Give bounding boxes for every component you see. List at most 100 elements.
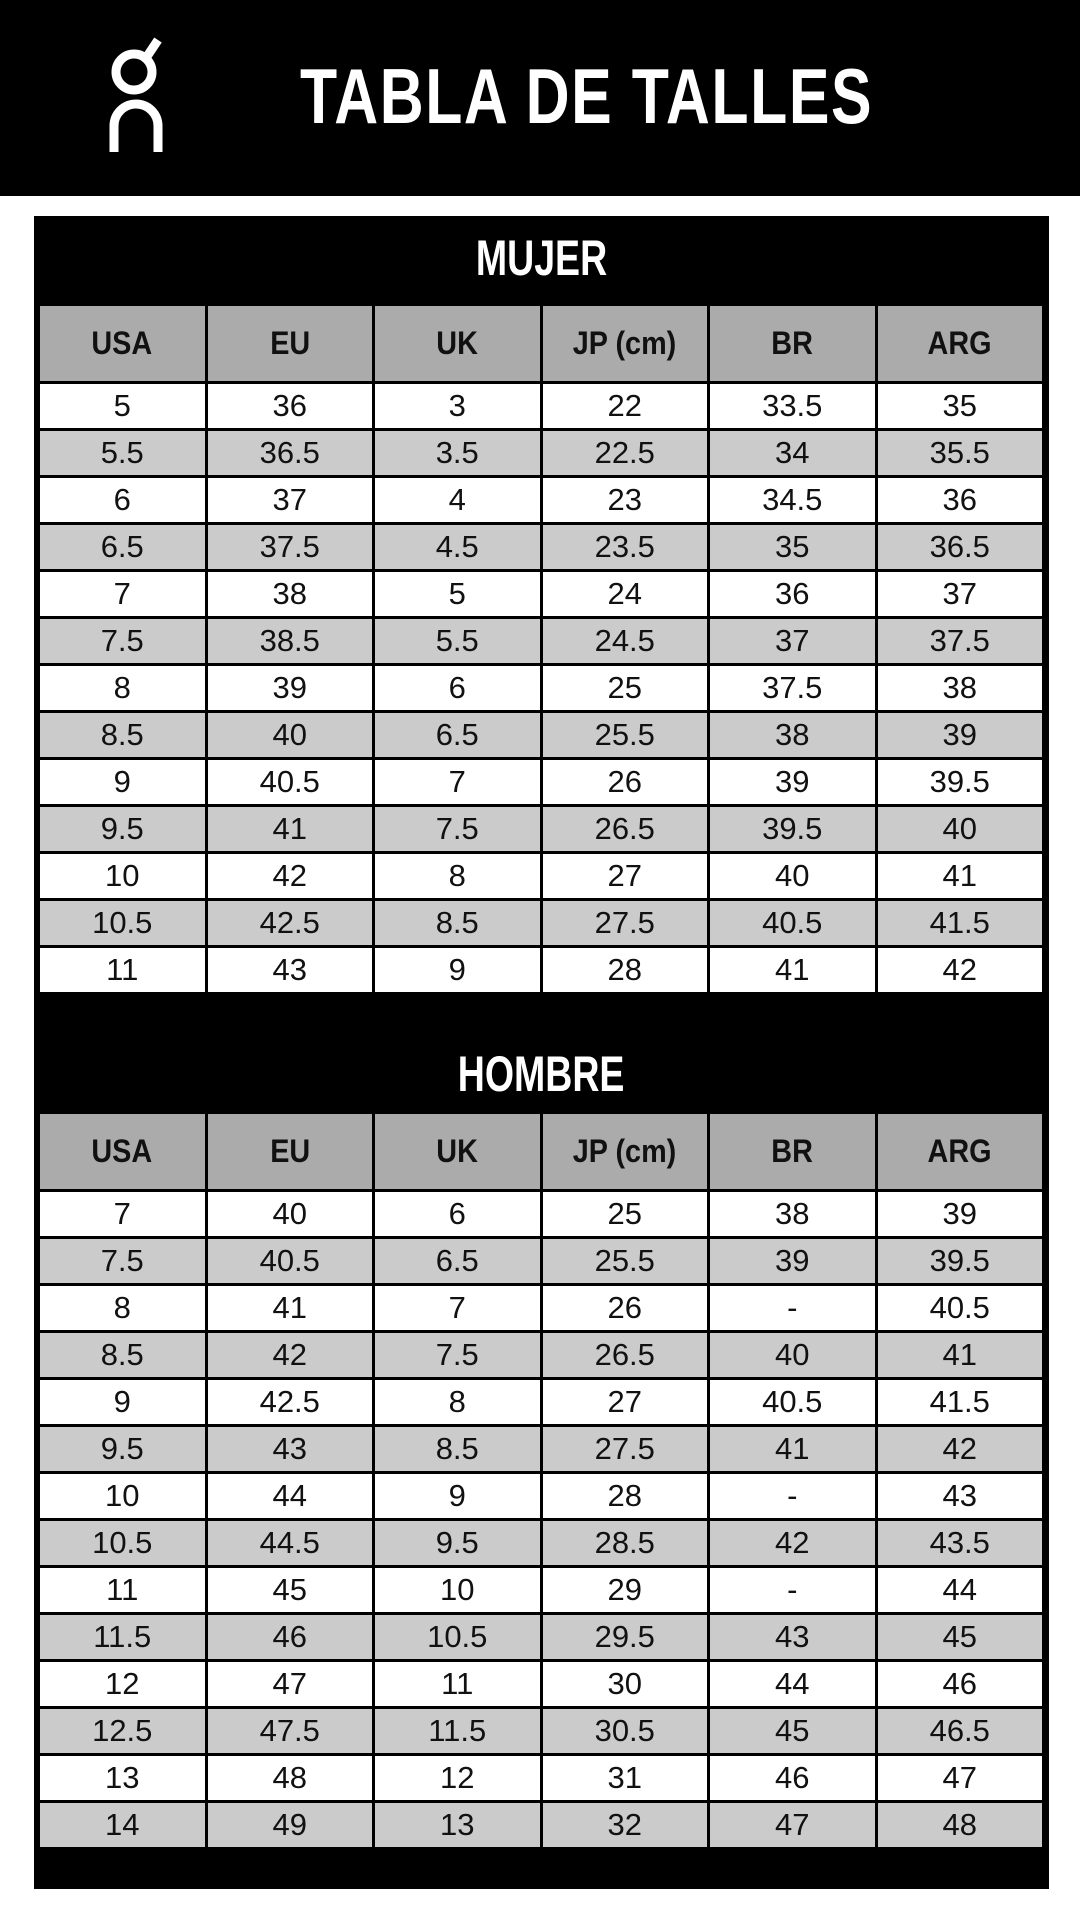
size-cell: 8.5 <box>372 898 543 948</box>
column-header: EU <box>204 303 375 384</box>
size-cell: 42 <box>874 1424 1045 1474</box>
size-cell: 32 <box>539 1800 710 1850</box>
size-cell: 43 <box>874 1471 1045 1521</box>
table-row: 11.5 46 10.5 29.5 43 45 <box>37 1612 1045 1662</box>
size-cell: 41 <box>707 1424 878 1474</box>
size-cell: 27 <box>539 1377 710 1427</box>
size-cell: - <box>707 1471 878 1521</box>
size-cell: 41 <box>204 804 375 854</box>
column-header: JP (cm) <box>539 1111 710 1192</box>
size-cell: 48 <box>874 1800 1045 1850</box>
size-cell: 5 <box>372 569 543 619</box>
size-cell: 31 <box>539 1753 710 1803</box>
size-cell: 42 <box>707 1518 878 1568</box>
size-cell: 7 <box>372 757 543 807</box>
size-cell: 34.5 <box>707 475 878 525</box>
size-cell: 47 <box>204 1659 375 1709</box>
size-cell: 9 <box>372 1471 543 1521</box>
size-cell: 44 <box>204 1471 375 1521</box>
size-cell: 35 <box>874 381 1045 431</box>
size-cell: 12.5 <box>37 1706 208 1756</box>
column-header: ARG <box>874 303 1045 384</box>
size-cell: 43 <box>204 1424 375 1474</box>
size-cell: 37 <box>874 569 1045 619</box>
size-cell: 37.5 <box>204 522 375 572</box>
size-cell: - <box>707 1565 878 1615</box>
size-cell: 13 <box>37 1753 208 1803</box>
size-cell: 44 <box>874 1565 1045 1615</box>
size-cell: 39.5 <box>707 804 878 854</box>
section-title-mujer: MUJER <box>34 216 1049 300</box>
table-row: 13 48 12 31 46 47 <box>37 1753 1045 1803</box>
size-cell: 41 <box>204 1283 375 1333</box>
size-cell: 7 <box>37 569 208 619</box>
size-cell: 39 <box>874 710 1045 760</box>
size-cell: 11 <box>37 945 208 995</box>
table-hombre: USA EU UK JP (cm) BR ARG 7 40 6 25 38 39 7.5 40.5 6.5 2… <box>37 1111 1045 1850</box>
size-cell: 38.5 <box>204 616 375 666</box>
size-cell: 6 <box>37 475 208 525</box>
size-cell: 9 <box>37 1377 208 1427</box>
table-row: 7.5 40.5 6.5 25.5 39 39.5 <box>37 1236 1045 1286</box>
size-cell: 7 <box>37 1189 208 1239</box>
size-cell: 7.5 <box>37 616 208 666</box>
size-cell: 39 <box>707 757 878 807</box>
size-cell: 25.5 <box>539 710 710 760</box>
column-header-label: ARG <box>927 1133 992 1169</box>
size-cell: 43 <box>204 945 375 995</box>
table-row: 10 44 9 28-43 <box>37 1471 1045 1521</box>
column-header-label: EU <box>269 1133 310 1169</box>
size-cell: 40.5 <box>204 1236 375 1286</box>
size-cell: 40 <box>707 851 878 901</box>
size-cell: 33.5 <box>707 381 878 431</box>
table-row: 11 43 9 28 41 42 <box>37 945 1045 995</box>
column-header: ARG <box>874 1111 1045 1192</box>
size-cell: 12 <box>37 1659 208 1709</box>
table-row: 6.5 37.5 4.5 23.5 35 36.5 <box>37 522 1045 572</box>
size-cell: 10 <box>372 1565 543 1615</box>
size-cell: 7.5 <box>372 804 543 854</box>
size-cell: 40 <box>204 1189 375 1239</box>
size-cell: 39 <box>874 1189 1045 1239</box>
size-cell: 9 <box>372 945 543 995</box>
size-cell: 39 <box>204 663 375 713</box>
size-cell: 5.5 <box>372 616 543 666</box>
size-cell: 36 <box>874 475 1045 525</box>
size-cell: 27.5 <box>539 898 710 948</box>
size-cell: 30.5 <box>539 1706 710 1756</box>
size-cell: 30 <box>539 1659 710 1709</box>
size-cell: 6.5 <box>372 710 543 760</box>
size-cell: 45 <box>204 1565 375 1615</box>
size-cell: 39.5 <box>874 1236 1045 1286</box>
column-header-label: UK <box>436 325 479 361</box>
size-cell: 45 <box>707 1706 878 1756</box>
size-cell: 26 <box>539 757 710 807</box>
size-cell: 9.5 <box>372 1518 543 1568</box>
table-mujer: USA EU UK JP (cm) BR ARG 5 36 3 22 33.5 35 5.5 36.5 3.… <box>37 303 1045 995</box>
size-cell: 28.5 <box>539 1518 710 1568</box>
table-row: 8.5 40 6.5 25.5 38 39 <box>37 710 1045 760</box>
table-row: 7.5 38.5 5.5 24.5 37 37.5 <box>37 616 1045 666</box>
column-header-label: UK <box>436 1133 479 1169</box>
size-cell: 8.5 <box>37 1330 208 1380</box>
size-cell: 43 <box>707 1612 878 1662</box>
table-row: 9 40.5 7 26 39 39.5 <box>37 757 1045 807</box>
size-cell: 11 <box>372 1659 543 1709</box>
size-cell: 44.5 <box>204 1518 375 1568</box>
size-cell: 36 <box>204 381 375 431</box>
column-header-label: BR <box>771 325 814 361</box>
size-cell: 9.5 <box>37 1424 208 1474</box>
table-row: 10 42 8 27 40 41 <box>37 851 1045 901</box>
size-cell: 23.5 <box>539 522 710 572</box>
size-cell: 8 <box>37 1283 208 1333</box>
size-cell: 27 <box>539 851 710 901</box>
size-cell: 10.5 <box>37 1518 208 1568</box>
size-cell: 39 <box>707 1236 878 1286</box>
column-header-label: JP (cm) <box>572 1133 677 1169</box>
size-cell: 35.5 <box>874 428 1045 478</box>
size-cell: 38 <box>707 1189 878 1239</box>
size-cell: 5 <box>37 381 208 431</box>
size-cell: 39.5 <box>874 757 1045 807</box>
size-cell: 10 <box>37 1471 208 1521</box>
size-cell: 47 <box>707 1800 878 1850</box>
